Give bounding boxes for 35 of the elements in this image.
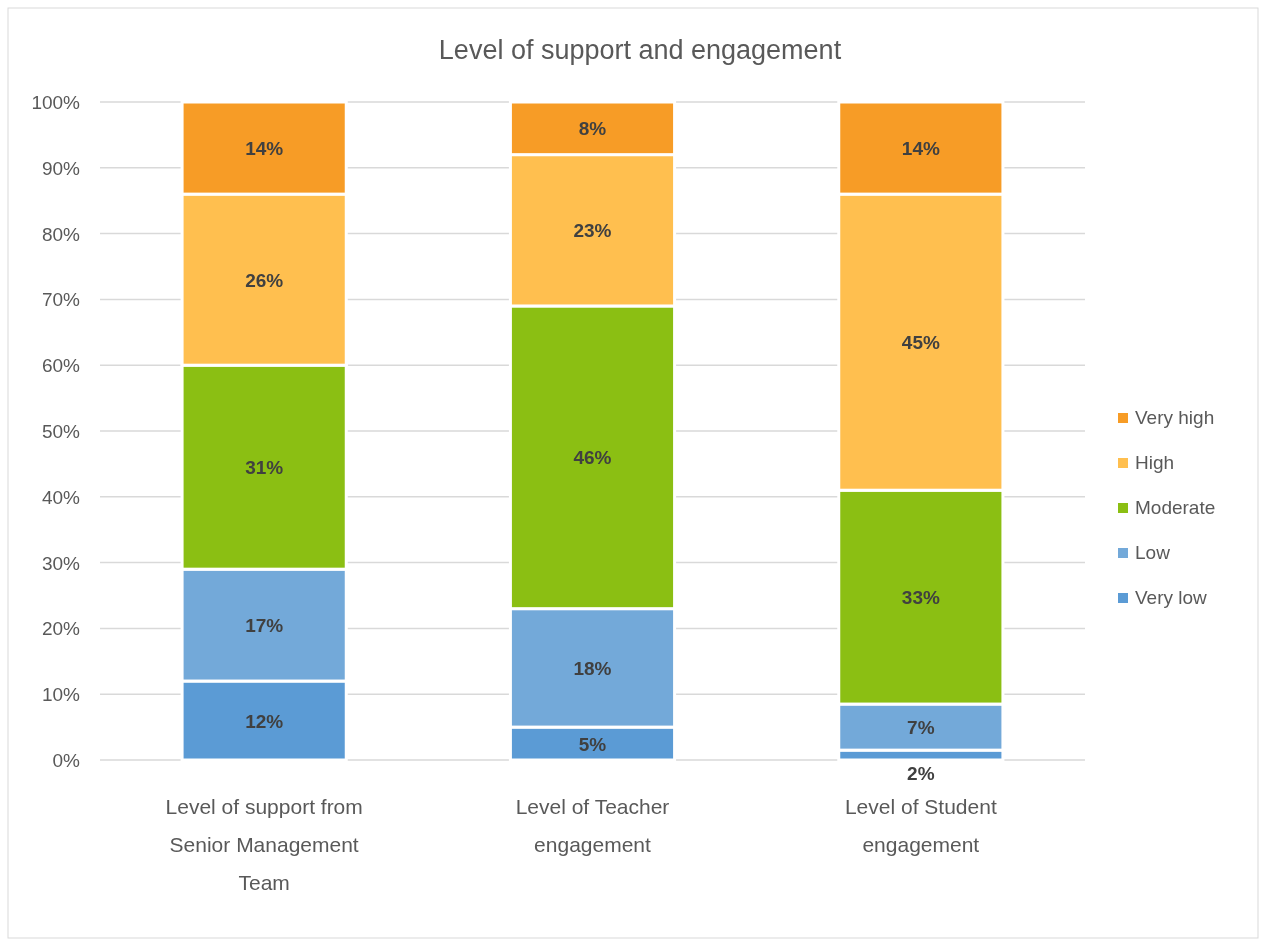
data-label: 26% bbox=[245, 269, 284, 291]
y-tick-label: 60% bbox=[41, 355, 81, 377]
legend-label: Very low bbox=[1135, 587, 1208, 608]
data-label: 31% bbox=[245, 457, 284, 479]
legend-label: Moderate bbox=[1135, 497, 1216, 518]
y-tick-label: 100% bbox=[31, 92, 81, 113]
data-label: 46% bbox=[573, 447, 612, 469]
x-tick-label: Level of support from Senior Management Team bbox=[165, 795, 363, 894]
data-label: 18% bbox=[573, 657, 612, 679]
data-label: 45% bbox=[901, 332, 940, 354]
data-label: 14% bbox=[901, 138, 940, 160]
legend-label: Low bbox=[1135, 542, 1171, 563]
data-label: 12% bbox=[245, 710, 284, 732]
y-tick-label: 70% bbox=[41, 289, 81, 311]
y-tick-label: 30% bbox=[41, 552, 81, 574]
x-tick-label: Level of Teacher engagement bbox=[515, 795, 670, 856]
y-tick-label: 90% bbox=[41, 157, 81, 179]
data-label: 23% bbox=[573, 220, 612, 242]
data-label: 2% bbox=[907, 763, 935, 784]
data-label: 17% bbox=[245, 615, 284, 637]
data-label: 5% bbox=[578, 733, 607, 755]
legend-label: High bbox=[1135, 452, 1175, 473]
y-tick-label: 40% bbox=[41, 486, 81, 508]
y-tick-label: 20% bbox=[41, 618, 81, 640]
data-label: 14% bbox=[245, 138, 284, 160]
data-label: 7% bbox=[907, 717, 935, 739]
y-tick-label: 0% bbox=[52, 750, 81, 771]
legend-label: Very high bbox=[1135, 407, 1215, 428]
x-tick-label: Level of Student engagement bbox=[844, 795, 997, 856]
y-tick-label: 10% bbox=[41, 684, 81, 706]
data-label: 33% bbox=[901, 587, 940, 609]
y-tick-label: 80% bbox=[41, 223, 81, 245]
y-tick-label: 50% bbox=[41, 421, 81, 442]
chart-title: Level of support and engagement bbox=[438, 35, 842, 65]
data-label: 8% bbox=[578, 118, 607, 140]
